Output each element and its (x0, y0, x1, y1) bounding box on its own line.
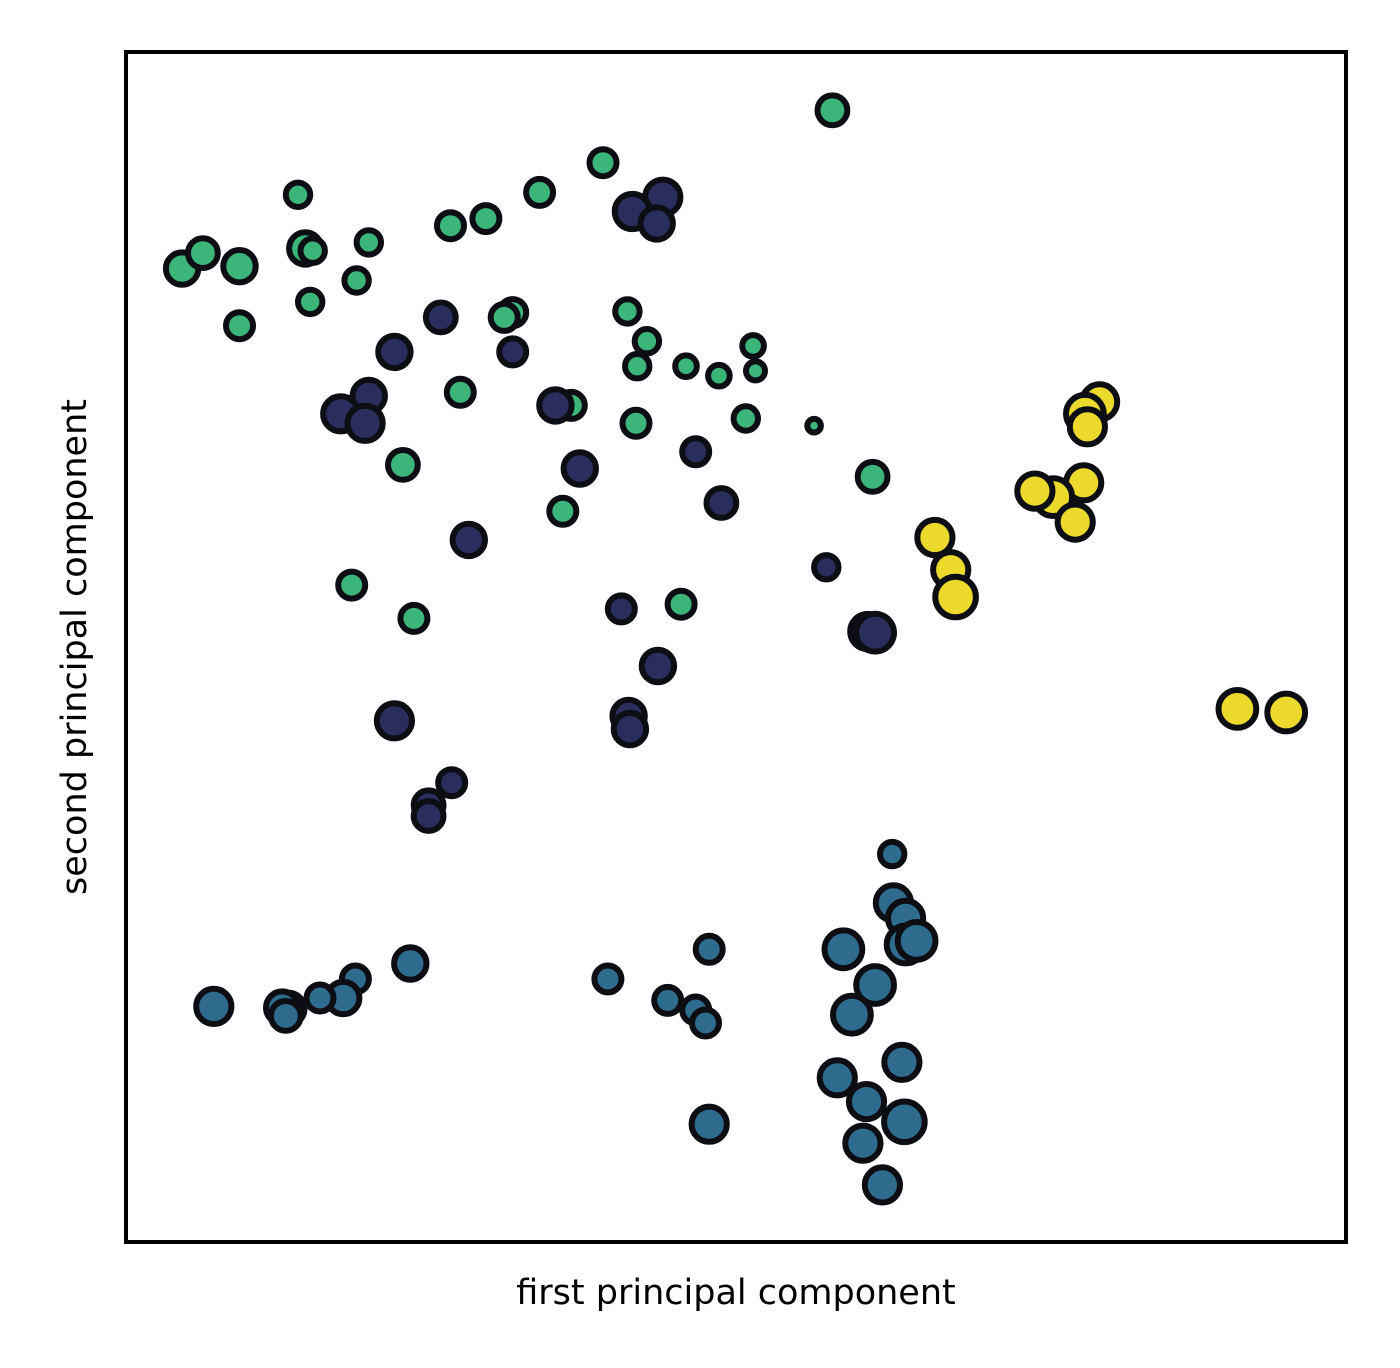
scatter-point-navy-8 (344, 402, 386, 444)
scatter-point-yellow-11 (1264, 690, 1309, 735)
scatter-point-teal-24 (443, 375, 477, 409)
scatter-point-navy-24 (410, 798, 447, 834)
scatter-point-blue-12 (842, 1122, 884, 1164)
points-layer (162, 92, 1309, 1206)
scatter-point-teal-22 (739, 332, 767, 360)
scatter-point-blue-23 (303, 981, 337, 1015)
scatter-point-navy-2 (637, 204, 676, 243)
scatter-point-teal-27 (730, 403, 761, 434)
scatter-point-yellow-3 (1054, 501, 1096, 543)
scatter-point-navy-19 (373, 700, 415, 742)
scatter-point-teal-13 (353, 227, 384, 258)
scatter-point-blue-6 (853, 963, 897, 1007)
scatter-point-blue-19 (688, 1103, 730, 1145)
scatter-point-teal-16 (223, 309, 256, 343)
scatter-point-blue-9 (816, 1057, 858, 1099)
scatter-point-teal-31 (335, 568, 369, 602)
scatter-point-teal-30 (854, 458, 891, 495)
scatter-point-teal-26 (619, 406, 653, 440)
scatter-point-navy-4 (375, 332, 414, 372)
scatter-point-blue-8 (881, 1041, 923, 1083)
scatter-point-navy-12 (703, 485, 740, 521)
scatter-point-navy-14 (811, 552, 842, 583)
scatter-point-blue-0 (877, 838, 908, 870)
scatter-point-navy-5 (496, 335, 530, 369)
scatter-point-teal-28 (385, 447, 421, 483)
scatter-point-blue-15 (591, 962, 625, 996)
scatter-point-blue-7 (830, 992, 874, 1037)
scatter-point-teal-34 (804, 415, 824, 436)
scatter-point-teal-19 (622, 351, 653, 382)
scatter-point-teal-29 (546, 494, 580, 528)
scatter-point-teal-1 (523, 175, 557, 209)
scatter-point-yellow-10 (1215, 687, 1260, 731)
scatter-point-navy-18 (853, 610, 897, 655)
scatter-point-teal-32 (397, 601, 431, 635)
scatter-point-blue-5 (821, 927, 866, 972)
scatter-point-navy-10 (679, 435, 713, 469)
scatter-point-blue-10 (845, 1081, 888, 1123)
scatter-point-teal-3 (469, 202, 503, 236)
scatter-point-navy-16 (638, 646, 678, 686)
scatter-point-yellow-2 (1014, 470, 1056, 512)
scatter-point-teal-20 (672, 352, 700, 381)
scatter-point-blue-16 (651, 983, 685, 1017)
scatter-point-navy-15 (604, 592, 638, 626)
scatter-point-yellow-6 (932, 573, 979, 621)
scatter-point-navy-3 (422, 299, 459, 336)
scatter-point-teal-14 (341, 265, 372, 296)
scatter-point-blue-13 (861, 1164, 904, 1206)
scatter-point-teal-21 (705, 361, 733, 390)
scatter-point-teal-17 (612, 296, 643, 327)
scatter-point-blue-26 (267, 998, 304, 1034)
scatter-point-teal-10 (185, 235, 221, 272)
scatter-point-teal-0 (814, 92, 851, 129)
y-axis-label: second principal component (55, 399, 95, 895)
x-axis-label: first principal component (516, 1273, 956, 1313)
scatter-point-blue-14 (692, 932, 726, 966)
scatter-point-teal-8 (220, 247, 259, 286)
scatter-point-navy-9 (536, 386, 575, 425)
scatter-point-blue-11 (881, 1098, 928, 1146)
scatter-point-teal-12 (297, 235, 328, 266)
scatter-point-yellow-4 (914, 516, 956, 559)
plot-frame (124, 50, 1348, 1244)
scatter-point-navy-13 (449, 520, 488, 560)
scatter-point-navy-11 (560, 449, 599, 488)
scatter-point-teal-5 (586, 146, 620, 180)
scatter-point-teal-11 (282, 179, 314, 211)
scatter-point-blue-27 (193, 985, 235, 1028)
scatter-point-teal-23 (743, 358, 768, 384)
scatter-point-blue-20 (391, 944, 430, 983)
scatter-point-teal-18 (631, 326, 663, 357)
scatter-point-teal-15 (295, 286, 326, 318)
scatter-point-yellow-9 (1066, 406, 1109, 448)
scatter-point-navy-22 (435, 766, 469, 800)
scatter-point-navy-21 (610, 709, 650, 749)
scatter-point-teal-6 (487, 300, 521, 334)
scatter-point-blue-4 (894, 919, 939, 963)
scatter-point-teal-2 (434, 209, 467, 243)
scatter-point-teal-33 (664, 587, 698, 621)
scatter-point-blue-18 (689, 1006, 722, 1040)
